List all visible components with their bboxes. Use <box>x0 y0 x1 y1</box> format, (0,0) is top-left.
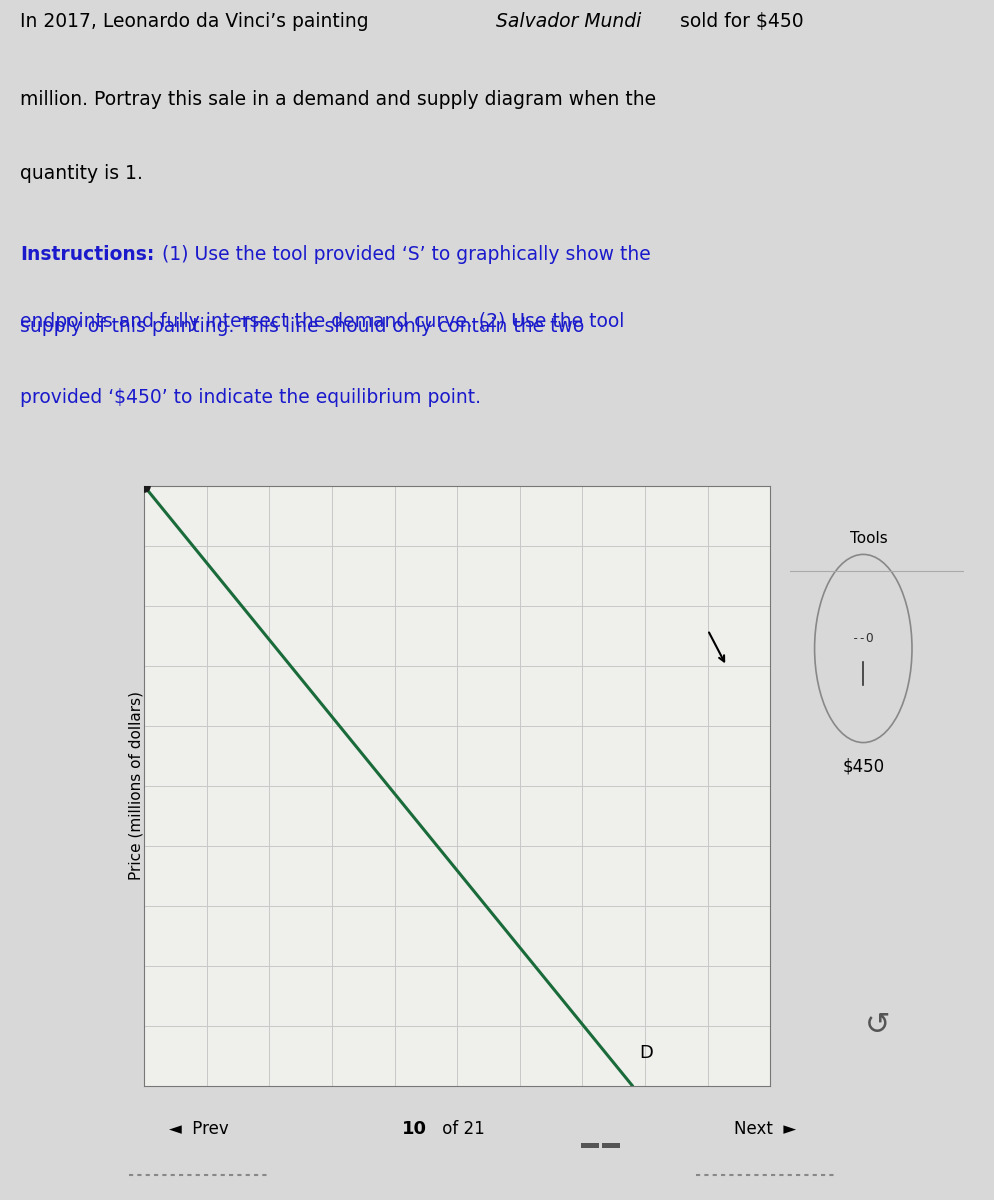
Bar <box>581 1145 599 1147</box>
Text: Instructions:: Instructions: <box>20 245 154 264</box>
Text: D: D <box>639 1044 653 1062</box>
Bar <box>581 1144 599 1146</box>
Text: Next  ►: Next ► <box>735 1121 796 1139</box>
Text: (1) Use the tool provided ‘S’ to graphically show the: (1) Use the tool provided ‘S’ to graphic… <box>156 245 651 264</box>
Text: In 2017, Leonardo da Vinci’s painting: In 2017, Leonardo da Vinci’s painting <box>20 12 375 31</box>
Text: quantity is 1.: quantity is 1. <box>20 164 143 184</box>
Text: --O: --O <box>852 632 875 644</box>
Text: Tools: Tools <box>850 530 888 546</box>
Text: endpoints and fully intersect the demand curve. (2) Use the tool: endpoints and fully intersect the demand… <box>20 312 624 331</box>
Text: $450: $450 <box>842 757 885 775</box>
Text: provided ‘$450’ to indicate the equilibrium point.: provided ‘$450’ to indicate the equilibr… <box>20 388 481 407</box>
Text: Salvador Mundi: Salvador Mundi <box>496 12 641 31</box>
Text: million. Portray this sale in a demand and supply diagram when the: million. Portray this sale in a demand a… <box>20 90 656 109</box>
Text: ◄  Prev: ◄ Prev <box>169 1121 229 1139</box>
Bar <box>602 1145 620 1147</box>
Text: supply of this painting. This line should only contain the two: supply of this painting. This line shoul… <box>20 317 584 336</box>
Text: 10: 10 <box>403 1121 427 1139</box>
Text: of 21: of 21 <box>437 1121 485 1139</box>
Bar <box>602 1144 620 1146</box>
Text: ↺: ↺ <box>865 1012 890 1040</box>
Y-axis label: Price (millions of dollars): Price (millions of dollars) <box>128 691 143 881</box>
Text: sold for $450: sold for $450 <box>674 12 803 31</box>
